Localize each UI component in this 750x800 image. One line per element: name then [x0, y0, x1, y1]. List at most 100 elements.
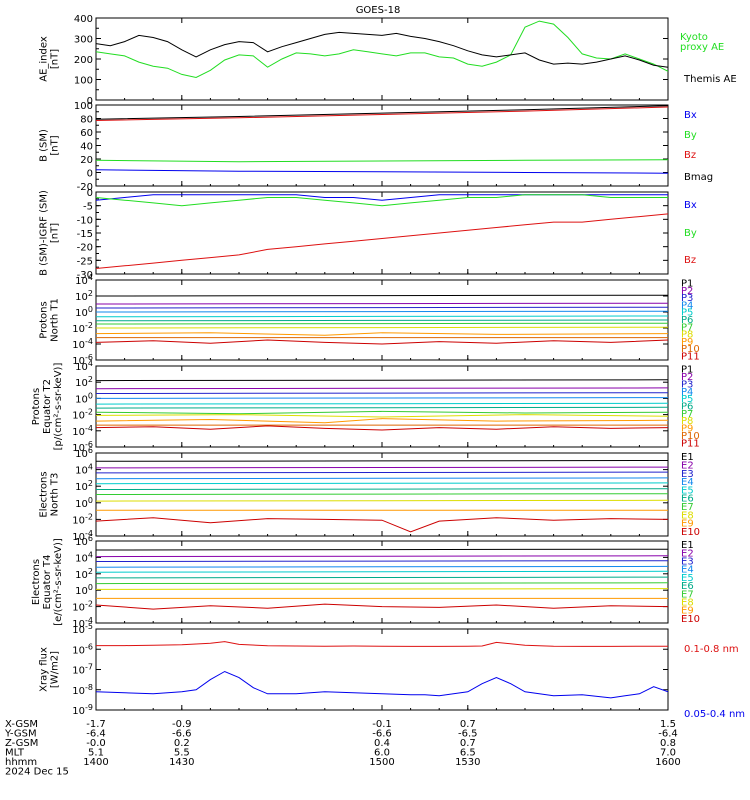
series-line-e8: [96, 588, 668, 590]
y-axis-label: AE_index: [39, 36, 50, 82]
legend-label-e8: E8: [681, 598, 694, 609]
y-tick-label: 10-7: [72, 663, 93, 677]
x-axis-row-value: 1.5: [660, 719, 676, 730]
x-axis-table: X-GSM -1.7 -0.9 -0.1 0.7 1.5 Y-GSM -6.4 -6.6 -6.6…: [4, 719, 681, 778]
panel-bigrf: -30 -25 -20 -15 -10 -5 0 B (SM)-IGRF (SM) [nT] Bx…: [39, 188, 697, 281]
page-title: GOES-18: [356, 5, 401, 16]
series-line-e6: [96, 488, 668, 490]
y-tick-label: 10-2: [72, 512, 93, 526]
legend-label-p5: P5: [681, 308, 693, 319]
series-line-p6: [96, 319, 668, 322]
y-tick-label: 20: [80, 155, 93, 166]
legend-label-themis-ae: Themis AE: [683, 74, 737, 85]
legend-label-p6: P6: [681, 402, 693, 413]
series-line-p7: [96, 410, 668, 415]
legend-label-p9: P9: [681, 337, 693, 348]
legend-label-e7: E7: [681, 502, 694, 513]
legend-label-p3: P3: [681, 379, 693, 390]
series-line-p9: [96, 418, 668, 424]
legend-label-p3: P3: [681, 293, 693, 304]
y-tick-label: 104: [75, 273, 93, 287]
y-tick-label: 10-2: [72, 600, 93, 614]
series-line-bz: [96, 106, 668, 121]
legend-label-bz: Bz: [684, 255, 696, 266]
y-tick-label: 10-6: [72, 642, 93, 656]
legend-label-p11: P11: [681, 438, 700, 449]
y-tick-label: 10-8: [72, 683, 93, 697]
y-tick-label: 10-9: [72, 703, 93, 717]
series-line-e7: [96, 493, 668, 495]
x-axis-row-value: 1530: [455, 757, 480, 768]
legend-label-p7: P7: [681, 322, 693, 333]
y-axis-label: [nT]: [50, 135, 61, 155]
legend-label-p10: P10: [681, 431, 700, 442]
y-axis-label: Protons: [31, 388, 42, 425]
series-line-e3: [96, 560, 668, 562]
y-tick-label: 400: [74, 14, 93, 25]
legend-label-p1: P1: [681, 365, 693, 376]
legend-label-p2: P2: [681, 372, 693, 383]
series-line-e5: [96, 482, 668, 485]
series-line-e1: [96, 460, 668, 462]
legend-label-bx: Bx: [684, 110, 697, 121]
y-tick-label: 100: [75, 496, 93, 510]
series-line-e4: [96, 565, 668, 568]
y-axis-label: [p/(cm²-s-sr-keV)]: [53, 363, 64, 451]
y-tick-label: 102: [75, 289, 93, 303]
y-tick-label: 102: [75, 479, 93, 493]
panel-frame: [95, 365, 669, 448]
x-axis-row-value: -0.9: [172, 719, 192, 730]
y-axis-label: [nT]: [50, 49, 61, 69]
legend-label-kyoto: Kyoto: [680, 32, 708, 43]
legend-label-0-1-0-8-nm: 0.1-0.8 nm: [684, 644, 739, 655]
y-axis-label: Equator T2: [42, 379, 53, 434]
legend-label-e10: E10: [681, 614, 700, 625]
y-tick-label: -30: [77, 270, 93, 281]
series-line-by: [96, 159, 668, 163]
x-axis-row-value: 1430: [169, 757, 194, 768]
series-line-p11: [96, 339, 668, 345]
legend-label-p11: P11: [681, 351, 700, 362]
legend-label-e9: E9: [681, 606, 694, 617]
y-tick-label: 0: [87, 169, 93, 180]
series-line-p2: [96, 387, 668, 390]
y-tick-label: 104: [75, 359, 93, 373]
series-line-e8: [96, 499, 668, 502]
x-axis-row-value: -6.6: [372, 729, 392, 740]
series-line-e3: [96, 471, 668, 474]
y-tick-label: 102: [75, 567, 93, 581]
legend-label-e4: E4: [681, 565, 694, 576]
y-tick-label: -25: [77, 256, 93, 267]
series-line-bmag: [96, 105, 668, 120]
series-line-bx: [96, 169, 668, 174]
series-line-p5: [96, 315, 668, 318]
x-axis-row-value: -6.6: [172, 729, 192, 740]
legend-label-e5: E5: [681, 573, 694, 584]
y-axis-label: [W/m2]: [50, 651, 61, 688]
x-axis-row-value: 0.2: [174, 738, 190, 749]
x-axis-row-value: 6.5: [460, 748, 476, 759]
series-line-p8: [96, 326, 668, 329]
panel-frame: [95, 628, 669, 711]
legend-label-e7: E7: [681, 589, 694, 600]
y-tick-label: 100: [75, 583, 93, 597]
legend-label-by: By: [684, 130, 697, 141]
y-tick-label: 100: [74, 101, 93, 112]
legend-label-e3: E3: [681, 557, 694, 568]
x-axis-row-value: -6.5: [458, 729, 478, 740]
series-line-themis-ae: [96, 31, 668, 68]
legend-label-e6: E6: [681, 494, 694, 505]
x-axis-row-value: -0.1: [372, 719, 392, 730]
legend-label-p2: P2: [681, 286, 693, 297]
y-tick-label: 10-2: [72, 321, 93, 335]
legend-label-p9: P9: [681, 424, 693, 435]
series-line-e5: [96, 570, 668, 573]
legend-label-p4: P4: [681, 300, 693, 311]
series-line-p3: [96, 306, 668, 309]
y-axis-label: B (SM): [39, 129, 50, 162]
series-line-p1: [96, 294, 668, 297]
y-tick-label: 10-5: [72, 622, 93, 636]
